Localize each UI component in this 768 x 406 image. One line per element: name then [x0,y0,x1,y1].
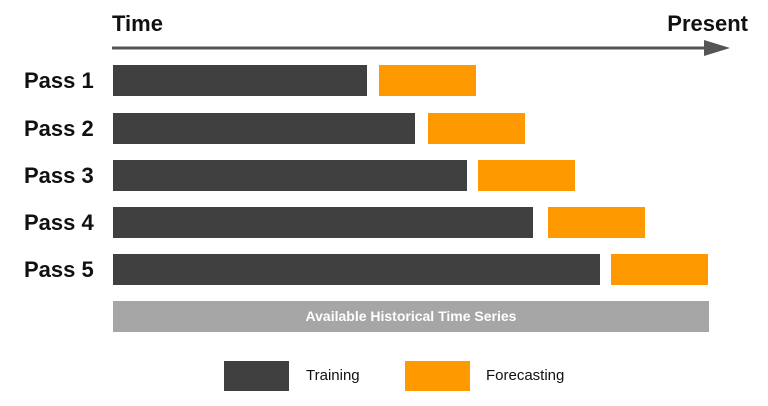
forecasting-bar [611,254,708,285]
pass-row-3: Pass 3 [0,160,768,192]
training-bar [113,113,415,144]
legend-training-swatch [224,361,289,391]
pass-label: Pass 3 [24,163,94,188]
training-bar [113,160,467,191]
pass-label: Pass 4 [24,210,94,235]
training-bar [113,207,533,238]
forecasting-bar [379,65,476,96]
forecasting-bar [548,207,645,238]
pass-row-2: Pass 2 [0,113,768,145]
time-arrow-head [704,40,730,56]
pass-label: Pass 5 [24,257,94,282]
forecasting-bar [428,113,525,144]
historical-time-series-bar: Available Historical Time Series [113,301,709,332]
pass-row-4: Pass 4 [0,207,768,239]
training-bar [113,65,367,96]
legend-training-label: Training [306,367,360,384]
forecasting-bar [478,160,575,191]
legend-forecasting-label: Forecasting [486,367,565,384]
pass-label: Pass 1 [24,68,94,93]
present-axis-label: Present [667,11,748,36]
pass-row-1: Pass 1 [0,65,768,97]
training-bar [113,254,600,285]
pass-label: Pass 2 [24,116,94,141]
pass-row-5: Pass 5 [0,254,768,286]
time-axis-label: Time [112,11,163,36]
legend-forecasting-swatch [405,361,470,391]
